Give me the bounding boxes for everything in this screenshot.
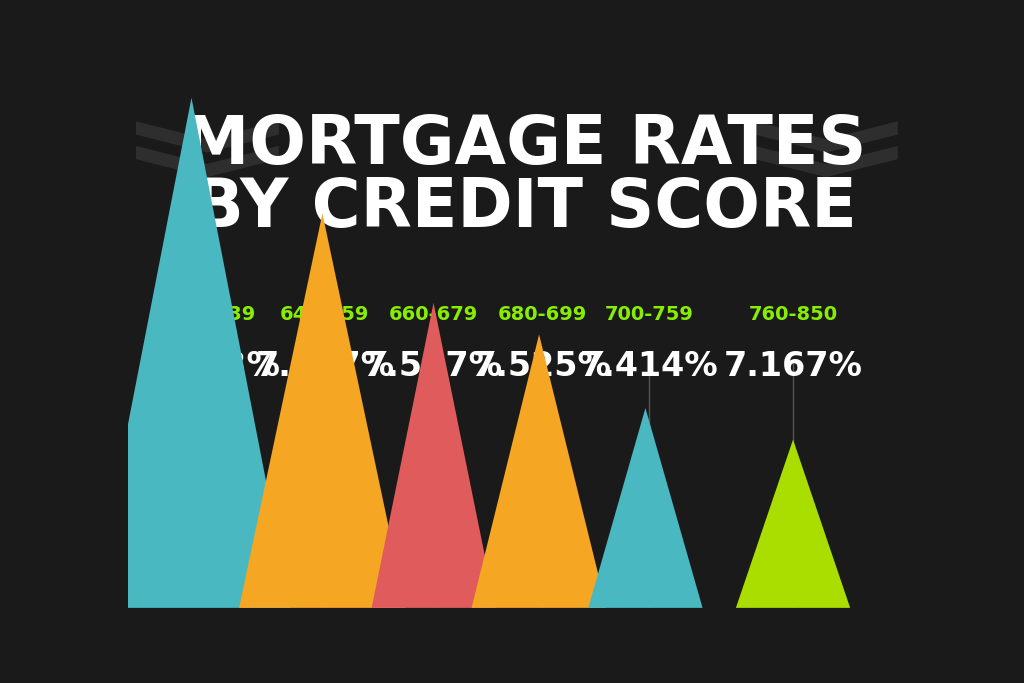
Polygon shape [755, 122, 898, 152]
Polygon shape [92, 98, 291, 608]
Polygon shape [136, 146, 279, 177]
Polygon shape [736, 440, 850, 608]
Text: 660-679: 660-679 [389, 305, 478, 324]
Text: 7.167%: 7.167% [724, 350, 862, 383]
Polygon shape [755, 146, 898, 177]
Text: 7.525%: 7.525% [473, 350, 611, 383]
Polygon shape [372, 303, 496, 608]
Text: 620-639: 620-639 [167, 305, 256, 324]
Text: 700-759: 700-759 [605, 305, 694, 324]
Text: 7.577%: 7.577% [365, 350, 503, 383]
Text: 640-659: 640-659 [281, 305, 370, 324]
Polygon shape [472, 335, 606, 608]
Text: BY CREDIT SCORE: BY CREDIT SCORE [193, 175, 857, 241]
Polygon shape [136, 122, 279, 152]
Polygon shape [240, 213, 406, 608]
Text: 7.813%: 7.813% [142, 350, 281, 383]
Text: 680-699: 680-699 [498, 305, 587, 324]
Text: MORTGAGE RATES: MORTGAGE RATES [183, 112, 866, 178]
Text: 7.687%: 7.687% [255, 350, 394, 383]
Text: 7.414%: 7.414% [580, 350, 719, 383]
Text: 760-850: 760-850 [749, 305, 838, 324]
Polygon shape [588, 408, 702, 608]
